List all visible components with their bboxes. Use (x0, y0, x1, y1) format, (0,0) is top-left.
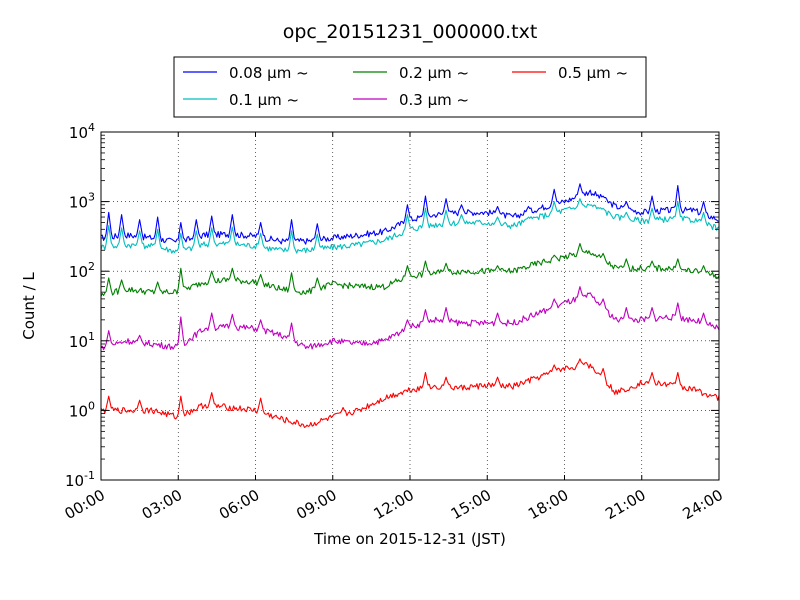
legend-label: 0.2 μm ~ (399, 64, 469, 82)
legend-label: 0.1 μm ~ (229, 91, 299, 109)
y-tick-label: 101 (69, 330, 95, 351)
chart-title: opc_20151231_000000.txt (283, 21, 538, 43)
legend-box (173, 56, 647, 118)
legend-label: 0.5 μm ~ (558, 64, 628, 82)
y-tick-label: 100 (69, 399, 95, 420)
grid (101, 132, 719, 480)
y-tick-label: 10-1 (65, 469, 95, 490)
series-line (100, 242, 720, 297)
legend-label: 0.08 μm ~ (229, 64, 309, 82)
legend-label: 0.3 μm ~ (399, 91, 469, 109)
legend: 0.08 μm ~ 0.1 μm ~ 0.2 μm ~ 0.3 μm ~ 0.5 μm … (173, 56, 647, 118)
y-tick-label: 104 (69, 121, 95, 142)
y-tick-label: 102 (69, 260, 95, 281)
series-line (100, 286, 720, 351)
x-axis-label: Time on 2015-12-31 (JST) (313, 530, 506, 548)
series-line (100, 358, 720, 429)
series-layer (100, 183, 720, 429)
series-line (100, 198, 720, 254)
y-tick-label: 103 (69, 191, 95, 212)
y-axis-label: Count / L (20, 272, 38, 340)
series-line (100, 183, 720, 245)
